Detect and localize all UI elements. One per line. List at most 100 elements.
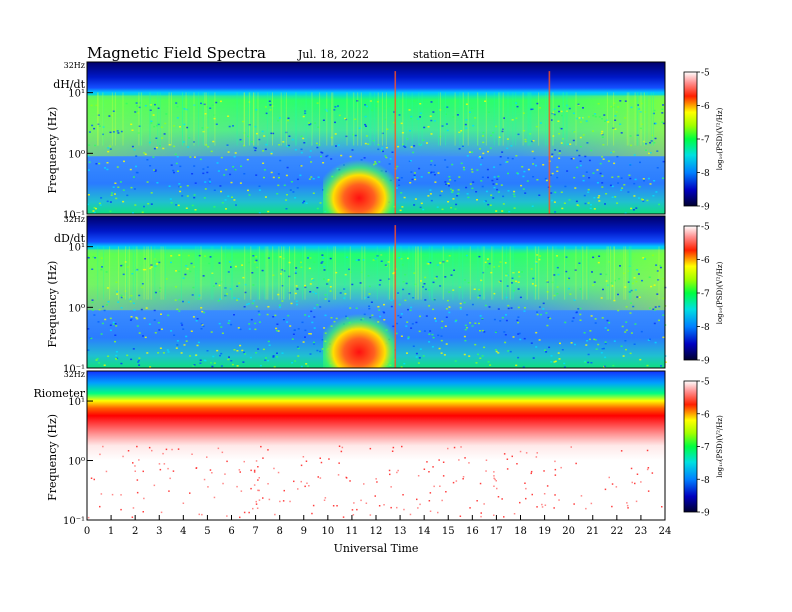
noise-pixel	[401, 264, 404, 266]
noise-pixel	[162, 352, 165, 354]
noise-pixel	[464, 328, 467, 331]
texture-streak	[500, 92, 502, 146]
noise-pixel	[247, 135, 249, 138]
texture-streak	[552, 92, 553, 146]
noise-pixel	[186, 126, 189, 129]
texture-streak	[606, 92, 608, 146]
noise-pixel	[606, 319, 609, 322]
noise-pixel	[243, 306, 246, 308]
noise-pixel	[316, 146, 319, 149]
noise-pixel	[560, 127, 563, 130]
noise-pixel	[602, 144, 605, 146]
noise-pixel	[134, 204, 137, 206]
texture-streak	[364, 246, 366, 300]
noise-pixel	[100, 197, 103, 199]
noise-pixel	[385, 146, 388, 149]
noise-pixel	[142, 470, 144, 473]
noise-pixel	[439, 194, 442, 197]
noise-pixel	[141, 211, 144, 213]
noise-pixel	[339, 292, 342, 294]
noise-pixel	[542, 164, 545, 166]
noise-pixel	[207, 486, 209, 488]
noise-pixel	[263, 135, 266, 137]
noise-pixel	[492, 183, 495, 185]
noise-pixel	[397, 314, 400, 317]
y-tick-label: 10¹	[68, 89, 85, 100]
noise-pixel	[154, 170, 157, 172]
noise-pixel	[209, 256, 212, 258]
noise-pixel	[138, 125, 141, 127]
noise-pixel	[610, 282, 613, 284]
noise-pixel	[372, 139, 375, 142]
noise-pixel	[628, 291, 631, 293]
noise-pixel	[495, 210, 498, 212]
noise-pixel	[446, 260, 449, 262]
texture-streak	[421, 92, 423, 146]
noise-pixel	[465, 254, 468, 257]
noise-pixel	[153, 125, 156, 128]
noise-pixel	[584, 202, 587, 205]
noise-pixel	[136, 479, 139, 481]
noise-pixel	[274, 513, 276, 516]
noise-pixel	[604, 356, 607, 359]
noise-pixel	[638, 296, 641, 298]
noise-pixel	[249, 356, 252, 359]
noise-pixel	[233, 314, 235, 316]
noise-pixel	[300, 151, 303, 154]
noise-pixel	[197, 298, 200, 300]
colorbar-label: log₁₀(PSD)(V²/Hz)	[716, 415, 724, 478]
noise-pixel	[416, 498, 418, 501]
texture-streak	[459, 92, 461, 146]
noise-pixel	[444, 325, 447, 327]
noise-pixel	[100, 333, 103, 335]
noise-pixel	[224, 287, 227, 289]
noise-pixel	[236, 285, 239, 287]
noise-pixel	[280, 269, 283, 271]
noise-pixel	[542, 302, 545, 305]
noise-pixel	[170, 164, 173, 166]
noise-pixel	[493, 292, 496, 295]
texture-streak	[285, 92, 287, 146]
texture-streak	[125, 246, 126, 300]
noise-pixel	[451, 189, 454, 192]
noise-pixel	[625, 329, 628, 331]
noise-pixel	[481, 317, 484, 320]
noise-pixel	[546, 324, 549, 327]
noise-pixel	[229, 173, 232, 176]
noise-pixel	[212, 355, 215, 358]
noise-pixel	[270, 171, 273, 174]
noise-pixel	[612, 106, 615, 108]
noise-pixel	[578, 262, 581, 264]
texture-streak	[431, 246, 433, 300]
y-axis-label: Frequency (Hz)	[46, 107, 59, 194]
noise-pixel	[254, 149, 257, 152]
noise-pixel	[312, 504, 315, 507]
noise-pixel	[508, 210, 511, 213]
noise-pixel	[335, 145, 337, 147]
noise-pixel	[477, 296, 480, 299]
noise-pixel	[87, 257, 90, 259]
noise-pixel	[87, 256, 89, 258]
noise-pixel	[578, 117, 581, 119]
noise-pixel	[439, 485, 441, 487]
noise-pixel	[601, 156, 604, 158]
noise-pixel	[150, 192, 153, 194]
noise-pixel	[630, 467, 633, 470]
noise-pixel	[380, 254, 383, 256]
noise-pixel	[297, 488, 299, 490]
noise-pixel	[396, 471, 398, 474]
noise-pixel	[104, 318, 107, 321]
noise-pixel	[434, 277, 437, 280]
noise-pixel	[576, 166, 579, 169]
noise-pixel	[568, 107, 571, 110]
noise-pixel	[351, 509, 354, 511]
noise-pixel	[169, 198, 172, 200]
noise-pixel	[294, 292, 297, 295]
noise-pixel	[558, 358, 561, 360]
noise-pixel	[250, 141, 253, 143]
noise-pixel	[577, 308, 580, 310]
noise-pixel	[429, 115, 432, 117]
noise-pixel	[362, 259, 365, 261]
texture-streak	[198, 246, 200, 300]
noise-pixel	[577, 205, 580, 207]
